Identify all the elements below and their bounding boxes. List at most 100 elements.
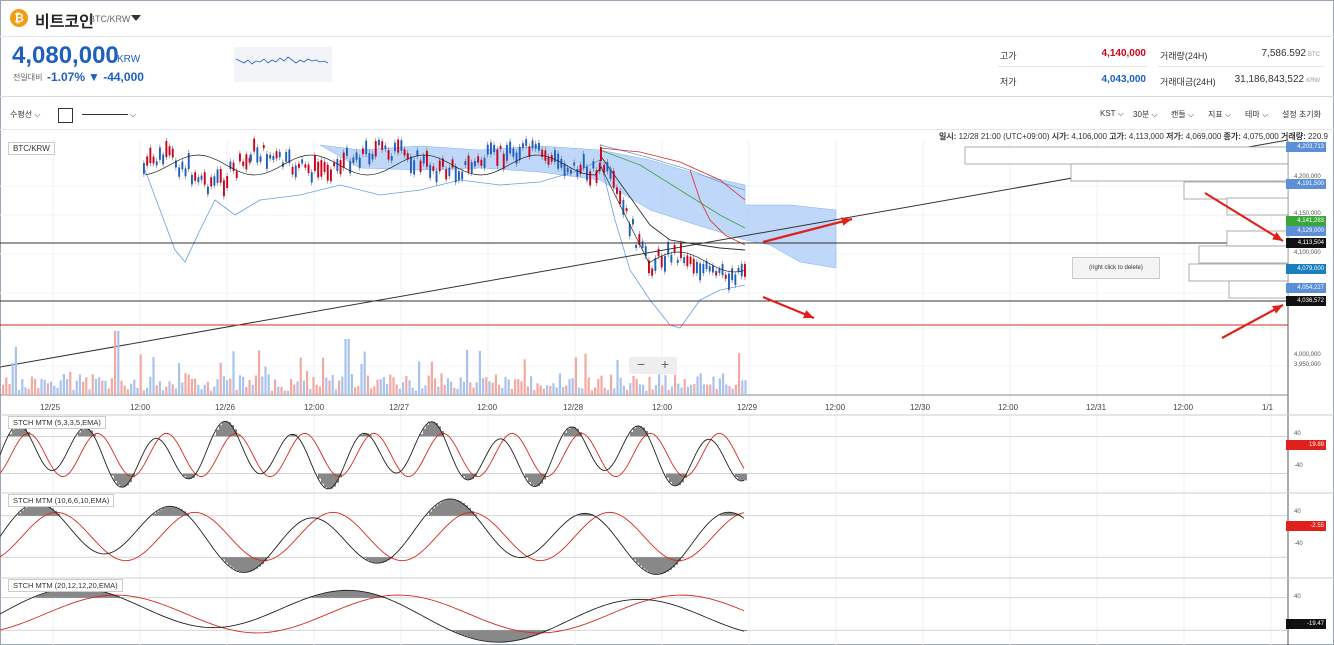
line-style-dropdown-icon[interactable]: ⌵	[130, 110, 137, 119]
volume-bar	[382, 377, 385, 395]
chevron-down-icon[interactable]	[131, 15, 141, 21]
volume-bar	[251, 384, 254, 395]
candles-b-candle	[486, 144, 489, 155]
volume-bar	[21, 379, 24, 395]
time-label: 12/30	[910, 403, 931, 412]
volume-bar	[421, 388, 424, 395]
arrow-up-head	[841, 217, 852, 226]
line-style-preview[interactable]	[82, 114, 128, 115]
volume-bar	[690, 384, 693, 395]
stoch-pane-1-shade-bottom	[531, 473, 534, 486]
time-label: 12/29	[737, 403, 758, 412]
candles-b-candle	[259, 156, 262, 162]
candles-c-candle	[638, 234, 641, 246]
stoch-pane-1-shade-bottom	[681, 473, 684, 483]
stoch-pane-3-shade-bottom	[465, 630, 468, 637]
candles-b-candle	[371, 153, 374, 160]
zoom-in-button[interactable]: +	[660, 356, 670, 372]
volume-bar	[299, 357, 302, 395]
stoch-indicator-tag[interactable]: STCH MTM (5,3,3,5,EMA)	[8, 416, 106, 429]
toolbar-item-3[interactable]: 지표 ⌵	[1208, 110, 1232, 119]
candles-c-candle	[622, 200, 625, 215]
candles-b-candle	[464, 161, 467, 165]
stoch-pane-2-shade-bottom	[249, 557, 252, 572]
stoch-pane-1-shade-bottom	[465, 473, 468, 480]
stoch-pane-3-shade-top	[84, 588, 87, 598]
candles-b-candle	[506, 144, 508, 161]
coin-name[interactable]: 비트코인	[35, 14, 94, 31]
candles-b-candle	[352, 157, 355, 163]
volume-bar	[584, 353, 587, 395]
volume-bar	[75, 380, 78, 395]
volume-bar	[469, 382, 472, 395]
candles-c-candle	[600, 146, 602, 162]
toolbar-item-4[interactable]: 테마 ⌵	[1245, 110, 1269, 119]
volume-bar	[30, 376, 33, 395]
candles-a-candle	[194, 172, 197, 181]
volume-bar	[98, 377, 101, 395]
drawing-tool-select[interactable]: 수평선 ⌵	[10, 110, 41, 119]
candles-b-candle	[320, 160, 323, 177]
arrow-right-upper-shaft	[1204, 192, 1284, 242]
stoch-indicator-tag[interactable]: STCH MTM (10,6,6,10,EMA)	[8, 494, 115, 507]
stoch-pane-1-shade-top	[639, 425, 642, 437]
delete-tooltip[interactable]: (right click to delete)	[1072, 257, 1160, 279]
stoch-indicator-tag[interactable]: STCH MTM (20,12,12,20,EMA)	[8, 579, 123, 592]
volume-bar	[590, 390, 593, 395]
stoch-pane-3-shade-top	[39, 594, 42, 598]
volume-bar	[446, 378, 449, 395]
candles-b-candle	[531, 140, 534, 149]
fill-color-box[interactable]	[58, 108, 73, 123]
stoch-pane-2-shade-top	[453, 499, 456, 516]
price-axis-label: 4,036,572	[1286, 296, 1326, 306]
volume-bar	[27, 388, 30, 395]
toolbar-item-2[interactable]: 캔들 ⌵	[1171, 110, 1195, 119]
volume-bar	[706, 384, 709, 395]
volume-bar	[152, 357, 155, 395]
arrow-right-lower-head	[1272, 305, 1283, 314]
candles-b-candle	[442, 158, 444, 167]
stoch-pane-1-shade-top	[24, 427, 27, 437]
volume-bar	[648, 376, 651, 395]
candles-c-candle	[686, 255, 689, 267]
candles-b-candle	[288, 149, 291, 164]
stoch-pane-3-shade-bottom	[528, 630, 531, 638]
stoch-pane-2-shade-top	[441, 501, 444, 516]
volume-bar	[341, 376, 344, 395]
candles-b-candle	[403, 149, 406, 156]
stoch-pane-3-shade-top	[351, 590, 354, 598]
volume-bar	[104, 380, 107, 395]
stoch-pane-1-shade-bottom	[525, 473, 528, 478]
candles-b-candle	[358, 157, 361, 168]
stoch-pane-3-shade-top	[78, 587, 81, 598]
volume-bar	[510, 388, 513, 395]
toolbar-item-5[interactable]: 설정 초기화	[1282, 110, 1322, 119]
candles-b-candle	[294, 165, 297, 178]
stoch-pane-3-shade-bottom	[477, 630, 480, 640]
stoch-pane-1-shade-bottom	[111, 473, 114, 476]
volume-bar	[344, 339, 347, 395]
volume-bar	[306, 371, 309, 395]
time-label: 12/31	[1086, 403, 1107, 412]
stoch-pane-1-shade-top	[81, 429, 84, 437]
stoch-pane-3-shade-bottom	[531, 630, 534, 637]
stoch-pane-2-shade-bottom	[672, 557, 675, 568]
stoch-pane-1-shade-top	[429, 422, 432, 437]
stoch-pane-2-shade-top	[42, 503, 45, 516]
volume-bar	[82, 381, 85, 395]
candles-b-candle	[461, 171, 464, 180]
volume-bar	[504, 376, 507, 395]
stoch-pane-3-shade-top	[321, 593, 324, 598]
candles-b-candle	[576, 169, 579, 177]
toolbar-item-1[interactable]: 30분 ⌵	[1133, 110, 1158, 119]
volume-bar	[11, 363, 14, 395]
zoom-out-button[interactable]: −	[636, 356, 646, 372]
toolbar-item-0[interactable]: KST ⌵	[1100, 109, 1124, 118]
stoch-pane-1-shade-bottom	[132, 473, 135, 478]
candles-a-candle	[219, 168, 222, 183]
volume-bar	[238, 375, 241, 395]
stoch-pane-2-shade-top	[30, 504, 33, 516]
volume-bar	[709, 384, 712, 395]
stoch-pane-3-shade-top	[375, 594, 378, 598]
